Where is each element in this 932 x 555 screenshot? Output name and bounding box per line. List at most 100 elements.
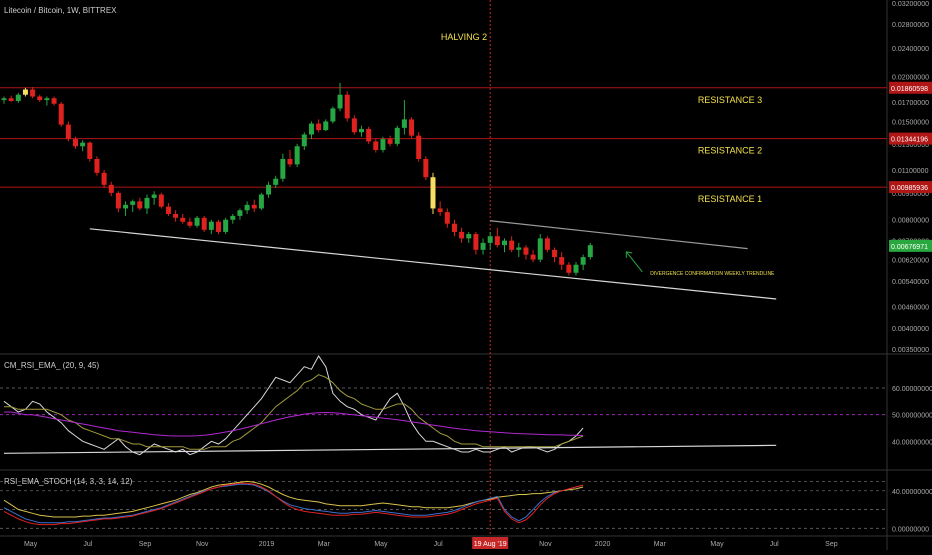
divergence-annotation: DIVERGENCE CONFIRMATION WEEKLY TRENDLINE (650, 271, 775, 277)
rsi-tick-label: 40.00000000 (892, 439, 932, 446)
candle-body (294, 146, 300, 165)
price-tick-label: 0.00400000 (892, 326, 929, 333)
stoch-series-line (3, 480, 584, 518)
rsi-series-line (4, 411, 584, 437)
halving-date-tag (472, 537, 509, 549)
candle-body (230, 215, 236, 220)
candle-body (37, 96, 43, 101)
resistance-price-tag (889, 181, 932, 194)
price-tick-label: 0.02000000 (892, 74, 929, 81)
candle-body (165, 206, 171, 214)
candle-body (409, 119, 415, 136)
candle-body (308, 123, 314, 135)
price-tick-label: 0.00460000 (892, 304, 929, 311)
candle-body (180, 217, 186, 222)
time-tick-label: Nov (196, 541, 209, 548)
time-tick-label: Sep (139, 541, 152, 548)
candle-body (416, 135, 422, 159)
time-tick-label: 2020 (595, 541, 611, 548)
candle-body (487, 236, 493, 243)
current-price-label: 0.00676971 (891, 244, 928, 251)
resistance-price-tag (889, 81, 932, 94)
candle-body (22, 89, 28, 95)
candle-body (380, 139, 386, 150)
candle-body (1, 98, 7, 101)
candle-body (115, 192, 121, 209)
divergence-arrowhead (625, 251, 633, 258)
candle-body (30, 89, 36, 97)
candle-body (8, 98, 14, 101)
price-tick-label: 0.01300000 (892, 142, 929, 149)
candle-body (280, 158, 286, 179)
candle-body (301, 134, 307, 147)
time-tick-label: Jul (770, 541, 779, 548)
resistance-name: RESISTANCE 2 (698, 146, 762, 156)
resistance-price-tag (889, 132, 932, 145)
price-tick-label: 0.01100000 (892, 168, 929, 175)
price-trendline (490, 220, 748, 250)
candle-body (537, 238, 543, 260)
candle-body (502, 240, 507, 246)
price-tick-label: 0.03200000 (892, 1, 929, 8)
candle-body (323, 121, 329, 131)
candle-body (544, 238, 550, 250)
candle-body (401, 119, 407, 128)
candle-body (251, 204, 257, 209)
time-tick-label: May (710, 541, 724, 548)
price-tick-label: 0.01700000 (892, 100, 929, 107)
price-tick-label: 0.00540000 (892, 279, 929, 286)
rsi-tick-label: 60.00000000 (892, 386, 932, 393)
divergence-arrow (625, 251, 643, 273)
candle-body (130, 201, 136, 205)
candle-body (80, 142, 86, 147)
candle-body (530, 254, 536, 260)
time-tick-label: 19 Aug '19 (474, 541, 507, 548)
candle-body (344, 94, 350, 119)
candle-body (44, 98, 50, 101)
candle-body (466, 234, 472, 239)
candle-body (258, 194, 264, 209)
candle-body (237, 210, 243, 216)
candle-body (330, 108, 336, 122)
candle-body (552, 249, 558, 258)
candle-body (316, 123, 322, 131)
time-tick-label: Mar (318, 541, 331, 548)
candle-body (473, 234, 479, 250)
candle-body (566, 264, 572, 273)
candle-body (451, 223, 457, 232)
price-tick-label: 0.02800000 (892, 22, 929, 29)
price-tick-label: 0.01500000 (892, 119, 929, 126)
candle-body (559, 257, 565, 265)
candle-body (373, 141, 379, 150)
candle-body (201, 217, 207, 230)
candle-body (494, 236, 500, 246)
candle-body (101, 172, 107, 185)
candle-body (73, 139, 78, 147)
candle-body (208, 221, 214, 230)
candle-body (387, 139, 393, 144)
candle-body (351, 118, 357, 133)
price-tick-label: 0.00950000 (892, 191, 929, 198)
candle-body (366, 128, 372, 142)
candle-body (523, 247, 529, 255)
price-tick-label: 0.00350000 (892, 347, 929, 354)
candle-body (123, 204, 129, 209)
rsi-trendline (3, 444, 777, 454)
resistance-name: RESISTANCE 3 (698, 95, 762, 105)
candle-body (480, 242, 486, 250)
candle-body (187, 221, 193, 226)
stoch-panel-title: RSI_EMA_STOCH (14, 3, 3, 14, 12) (4, 477, 133, 486)
candle-body (216, 221, 221, 232)
candle-body (580, 257, 586, 265)
candle-body (65, 124, 71, 140)
candle-body (437, 208, 443, 213)
candle-body (87, 142, 93, 159)
candle-body (51, 98, 57, 104)
stoch-tick-label: 0.00000000 (892, 526, 929, 533)
candle-body (194, 217, 200, 226)
price-tick-label: 0.00620000 (892, 258, 929, 265)
time-tick-label: Mar (654, 541, 667, 548)
resistance-price-label: 0.00985936 (891, 185, 928, 192)
